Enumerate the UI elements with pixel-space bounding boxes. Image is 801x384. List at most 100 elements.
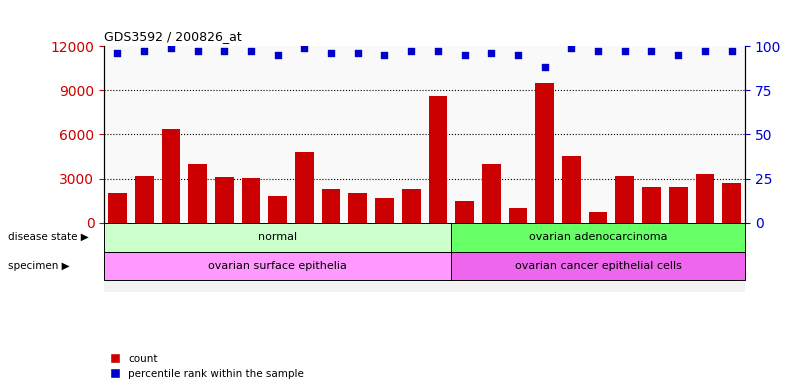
- Bar: [611, 223, 638, 292]
- Text: disease state ▶: disease state ▶: [8, 232, 89, 242]
- Text: GSM360047: GSM360047: [674, 223, 682, 278]
- Text: GSM359976: GSM359976: [219, 223, 229, 278]
- Bar: [531, 46, 558, 223]
- Point: [378, 52, 391, 58]
- Bar: [585, 46, 611, 223]
- Point: [458, 52, 471, 58]
- Bar: [482, 164, 501, 223]
- Point: [565, 45, 578, 51]
- Text: GSM359973: GSM359973: [139, 223, 149, 278]
- Bar: [131, 223, 158, 292]
- FancyBboxPatch shape: [451, 223, 745, 252]
- Point: [432, 48, 445, 55]
- Bar: [264, 223, 291, 292]
- Bar: [585, 223, 611, 292]
- Bar: [371, 223, 398, 292]
- Bar: [318, 223, 344, 292]
- Bar: [638, 46, 665, 223]
- Point: [538, 64, 551, 70]
- Point: [645, 48, 658, 55]
- Text: GSM360042: GSM360042: [540, 223, 549, 278]
- Bar: [505, 46, 531, 223]
- Text: GSM359984: GSM359984: [433, 223, 442, 278]
- Text: GSM360046: GSM360046: [647, 223, 656, 278]
- Bar: [108, 193, 127, 223]
- Bar: [215, 177, 234, 223]
- FancyBboxPatch shape: [104, 252, 451, 280]
- Bar: [211, 46, 238, 223]
- Text: ovarian cancer epithelial cells: ovarian cancer epithelial cells: [515, 261, 682, 271]
- Legend: count, percentile rank within the sample: count, percentile rank within the sample: [110, 354, 304, 379]
- Bar: [562, 157, 581, 223]
- Bar: [723, 183, 741, 223]
- Point: [272, 52, 284, 58]
- Bar: [188, 164, 207, 223]
- Bar: [371, 46, 398, 223]
- Point: [485, 50, 497, 56]
- Text: GSM359974: GSM359974: [167, 223, 175, 278]
- Text: ovarian surface epithelia: ovarian surface epithelia: [208, 261, 347, 271]
- Bar: [669, 187, 687, 223]
- Bar: [451, 46, 478, 223]
- Bar: [402, 189, 421, 223]
- Text: GSM359975: GSM359975: [193, 223, 202, 278]
- Bar: [104, 46, 131, 223]
- Bar: [695, 174, 714, 223]
- Bar: [184, 223, 211, 292]
- Bar: [322, 189, 340, 223]
- Text: ovarian adenocarcinoma: ovarian adenocarcinoma: [529, 232, 667, 242]
- Text: GSM360039: GSM360039: [460, 223, 469, 278]
- Text: GSM360044: GSM360044: [594, 223, 602, 278]
- Bar: [158, 223, 184, 292]
- Text: normal: normal: [258, 232, 297, 242]
- Point: [244, 48, 257, 55]
- Bar: [348, 193, 367, 223]
- Text: GSM359982: GSM359982: [380, 223, 389, 278]
- Bar: [344, 46, 371, 223]
- Bar: [398, 46, 425, 223]
- Bar: [478, 223, 505, 292]
- Bar: [135, 175, 154, 223]
- Point: [218, 48, 231, 55]
- Bar: [718, 46, 745, 223]
- Point: [324, 50, 337, 56]
- Text: GSM360041: GSM360041: [513, 223, 522, 278]
- Point: [191, 48, 204, 55]
- Text: specimen ▶: specimen ▶: [8, 261, 70, 271]
- Bar: [558, 46, 585, 223]
- Bar: [451, 223, 478, 292]
- Bar: [238, 46, 264, 223]
- Bar: [295, 152, 314, 223]
- Bar: [535, 83, 554, 223]
- Bar: [505, 223, 531, 292]
- Point: [164, 45, 177, 51]
- Bar: [131, 46, 158, 223]
- Bar: [104, 223, 131, 292]
- Text: GSM359980: GSM359980: [327, 223, 336, 278]
- Bar: [615, 175, 634, 223]
- Bar: [211, 223, 238, 292]
- Point: [698, 48, 711, 55]
- Point: [512, 52, 525, 58]
- Bar: [691, 223, 718, 292]
- Bar: [291, 46, 318, 223]
- Bar: [638, 223, 665, 292]
- Bar: [184, 46, 211, 223]
- Bar: [478, 46, 505, 223]
- Text: GSM359983: GSM359983: [407, 223, 416, 278]
- Bar: [375, 198, 394, 223]
- Bar: [242, 178, 260, 223]
- Bar: [665, 223, 691, 292]
- Text: GSM360040: GSM360040: [487, 223, 496, 278]
- Bar: [611, 46, 638, 223]
- Point: [618, 48, 631, 55]
- Text: GSM360048: GSM360048: [700, 223, 710, 278]
- Point: [352, 50, 364, 56]
- Text: GSM359981: GSM359981: [353, 223, 362, 278]
- Bar: [318, 46, 344, 223]
- Bar: [429, 96, 447, 223]
- Bar: [425, 46, 451, 223]
- Text: GSM359977: GSM359977: [247, 223, 256, 278]
- Bar: [398, 223, 425, 292]
- Point: [725, 48, 738, 55]
